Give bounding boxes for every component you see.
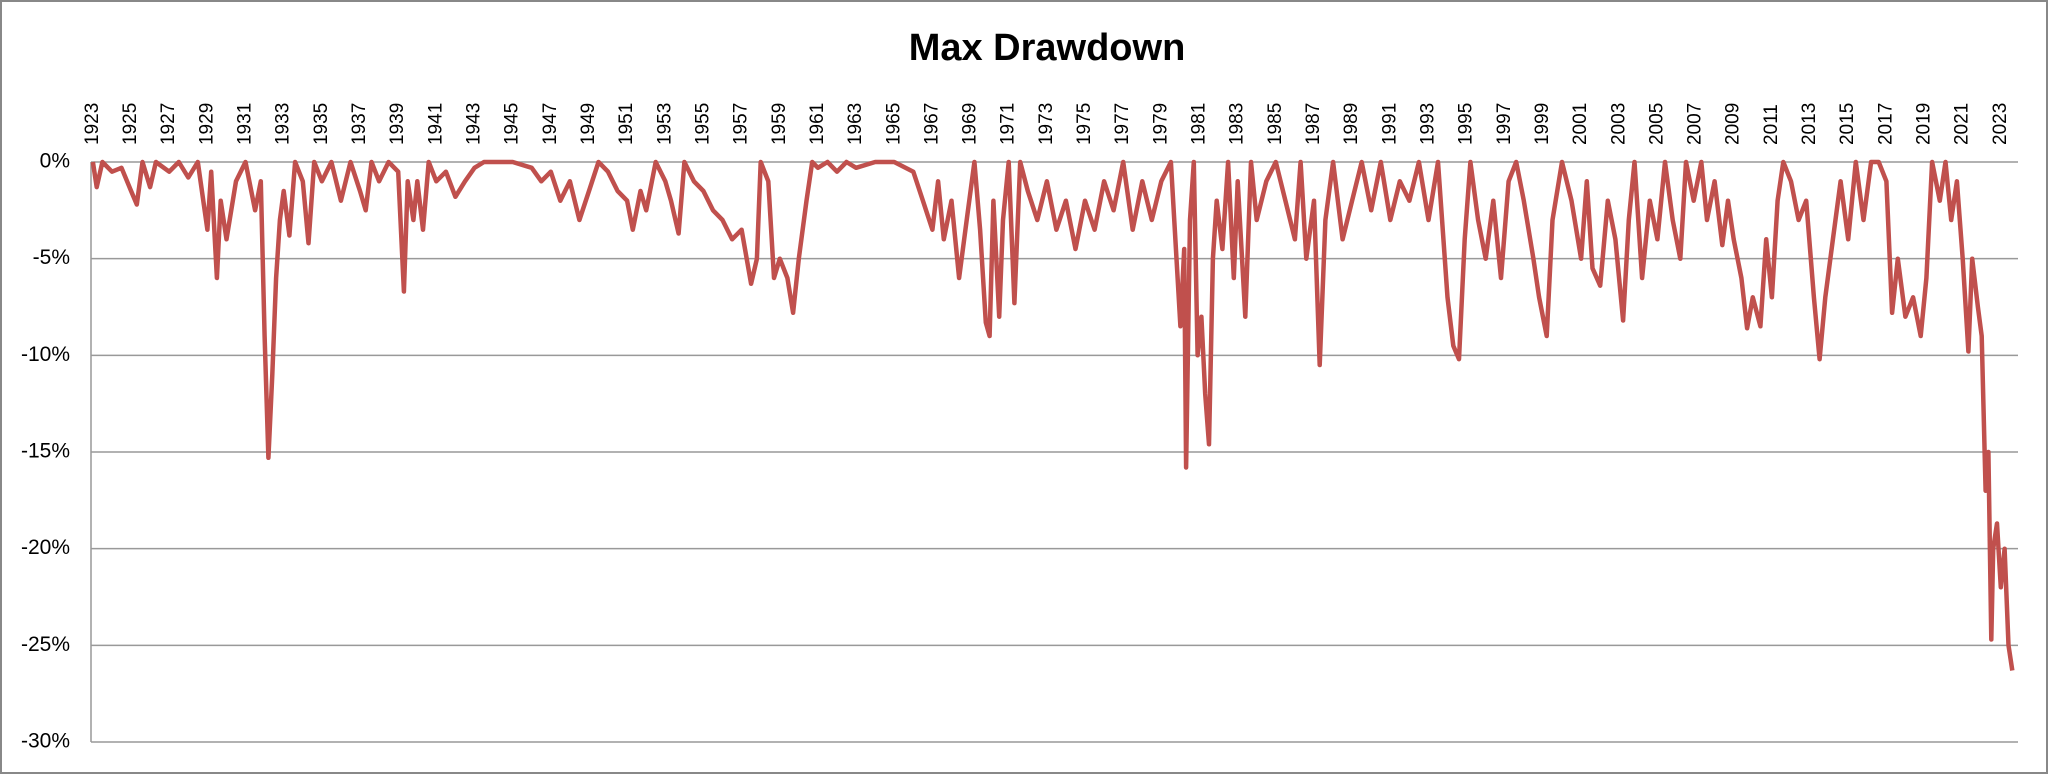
x-tick-label: 2013 xyxy=(1799,103,1820,145)
x-tick-label: 1997 xyxy=(1494,103,1515,145)
x-tick-label: 2005 xyxy=(1646,103,1667,145)
x-tick-label: 2019 xyxy=(1914,103,1935,145)
x-tick-label: 1947 xyxy=(540,103,561,145)
y-tick-label: -30% xyxy=(21,730,70,753)
x-tick-label: 1937 xyxy=(349,103,370,145)
x-tick-label: 1977 xyxy=(1112,103,1133,145)
x-tick-label: 1965 xyxy=(883,103,904,145)
x-tick-label: 2009 xyxy=(1723,103,1744,145)
x-tick-label: 1995 xyxy=(1456,103,1477,145)
x-tick-label: 1969 xyxy=(960,103,981,145)
x-tick-label: 1957 xyxy=(731,103,752,145)
x-tick-label: 1983 xyxy=(1227,103,1248,145)
x-tick-label: 1923 xyxy=(82,103,103,145)
x-tick-label: 1929 xyxy=(196,103,217,145)
x-tick-label: 1991 xyxy=(1379,103,1400,145)
x-tick-label: 1927 xyxy=(158,103,179,145)
x-tick-label: 2021 xyxy=(1952,103,1973,145)
x-tick-label: 1989 xyxy=(1341,103,1362,145)
x-tick-label: 1971 xyxy=(998,103,1019,145)
x-tick-label: 2001 xyxy=(1570,103,1591,145)
x-tick-label: 1933 xyxy=(273,103,294,145)
x-tick-label: 2011 xyxy=(1761,104,1782,145)
x-tick-label: 1941 xyxy=(425,103,446,145)
x-tick-label: 1945 xyxy=(502,103,523,145)
x-tick-label: 1987 xyxy=(1303,103,1324,145)
x-tick-label: 2015 xyxy=(1837,103,1858,145)
x-tick-label: 1949 xyxy=(578,103,599,145)
x-tick-label: 2023 xyxy=(1990,103,2011,145)
y-tick-label: -20% xyxy=(21,536,70,559)
x-tick-label: 1999 xyxy=(1532,103,1553,145)
x-tick-label: 1961 xyxy=(807,103,828,145)
x-tick-label: 1931 xyxy=(235,103,256,145)
x-tick-label: 1981 xyxy=(1189,103,1210,145)
x-tick-label: 1967 xyxy=(921,103,942,145)
y-tick-label: -25% xyxy=(21,633,70,656)
x-tick-label: 1939 xyxy=(387,103,408,145)
x-tick-label: 1985 xyxy=(1265,103,1286,145)
x-tick-label: 2007 xyxy=(1685,103,1706,145)
y-tick-label: 0% xyxy=(40,150,70,173)
x-tick-label: 1993 xyxy=(1417,103,1438,145)
x-tick-label: 1953 xyxy=(654,103,675,145)
x-tick-label: 1959 xyxy=(769,103,790,145)
x-tick-label: 1951 xyxy=(616,103,637,145)
chart-title: Max Drawdown xyxy=(909,27,1186,69)
x-tick-label: 2003 xyxy=(1608,103,1629,145)
x-tick-label: 1973 xyxy=(1036,103,1057,145)
y-tick-label: -10% xyxy=(21,343,70,366)
x-tick-label: 1943 xyxy=(464,103,485,145)
data-line xyxy=(90,159,2015,671)
x-tick-label: 2017 xyxy=(1875,103,1896,145)
x-tick-label: 1963 xyxy=(845,103,866,145)
x-tick-label: 1925 xyxy=(120,103,141,145)
y-tick-label: -5% xyxy=(33,246,70,269)
x-tick-label: 1975 xyxy=(1074,103,1095,145)
y-tick-label: -15% xyxy=(21,440,70,463)
x-tick-label: 1955 xyxy=(692,103,713,145)
x-tick-label: 1979 xyxy=(1150,103,1171,145)
x-tick-label: 1935 xyxy=(311,103,332,145)
